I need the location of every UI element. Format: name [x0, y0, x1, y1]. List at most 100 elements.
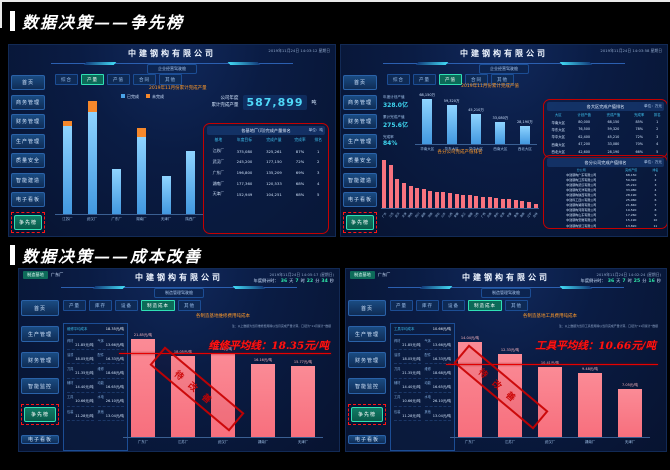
x-axis-labels: 江苏厂 武汉厂 广东厂 湖南厂 天津厂 陕西厂	[55, 215, 203, 226]
bar-group	[401, 157, 408, 208]
bar-group	[434, 157, 441, 208]
sidebar-item[interactable]: 首页	[348, 300, 386, 316]
cell-rate: 70%	[635, 142, 644, 147]
bar-value-label: 10.41元/吨	[541, 361, 559, 366]
cell-rank: 7	[654, 203, 657, 208]
sidebar-item[interactable]: 商务管理	[343, 94, 377, 110]
sidebar-item[interactable]: 财务管理	[348, 352, 386, 368]
base-name[interactable]: 广东厂	[50, 272, 64, 277]
cost-item-label: 辅材	[394, 381, 401, 386]
sidebar-item[interactable]: 首页	[343, 75, 377, 90]
base-tab[interactable]: 制造基地	[350, 271, 375, 279]
tab-output[interactable]: 产量	[81, 74, 104, 85]
sidebar-item-ranking[interactable]: 争先榜	[14, 214, 42, 230]
header-decoration	[387, 283, 625, 288]
data-caliber-note: 注：以上数据为当月工具费用除以当月完成产量计算，口径为“11月累计”数据	[558, 324, 658, 328]
tab-cost[interactable]: 制造成本	[468, 300, 502, 311]
base-selector: 制造基地 广东厂	[350, 271, 390, 279]
tab-output[interactable]: 产量	[63, 300, 86, 311]
bar-group	[104, 101, 129, 214]
tab-stock[interactable]: 库存	[89, 300, 112, 311]
cost-item-label: 配件	[424, 352, 431, 357]
x-axis-label: 西北大区	[517, 146, 532, 151]
tab-contract[interactable]: 合同	[465, 74, 488, 85]
tab-output[interactable]: 产量	[413, 74, 436, 85]
cost-item: 配件 16.33元/吨	[424, 350, 451, 365]
sidebar-item-ranking[interactable]: 争先榜	[346, 214, 374, 230]
sidebar-item[interactable]: 商务管理	[11, 94, 45, 110]
tab-overview[interactable]: 综合	[387, 74, 410, 85]
sidebar-item[interactable]: 电子看板	[343, 192, 377, 207]
stat-label: 年度计划产值	[383, 95, 405, 99]
cost-item-value: 11.28元/吨	[402, 413, 421, 418]
sidebar-item[interactable]: 财务管理	[343, 114, 377, 129]
sidebar-item[interactable]: 生产管理	[348, 326, 386, 342]
sidebar-item-ranking[interactable]: 争先榜	[24, 407, 56, 422]
sidebar-item[interactable]: 电子看板	[11, 192, 45, 207]
table-row: 广东厂 196,800 135,209 69% 3	[207, 167, 325, 178]
col-header: 完成产值	[606, 113, 621, 118]
tab-other[interactable]: 其他	[491, 74, 514, 85]
chart-plot	[381, 157, 539, 209]
x-axis-label: 甘肃	[499, 211, 507, 218]
cost-item: 其他 13.04元/吨	[97, 407, 124, 422]
sidebar-item[interactable]: 智能监控	[348, 378, 386, 394]
cost-item-value: 11.28元/吨	[75, 413, 94, 418]
tab-value[interactable]: 产值	[107, 74, 130, 85]
tab-stock[interactable]: 库存	[416, 300, 439, 311]
x-axis-label: 湖南厂	[584, 439, 596, 444]
tab-other[interactable]: 其他	[159, 74, 182, 85]
cell-value: 19,520	[625, 208, 637, 213]
sidebar-item[interactable]: 生产管理	[11, 133, 45, 149]
tab-value[interactable]: 产值	[439, 74, 462, 85]
tab-other[interactable]: 其他	[178, 300, 201, 311]
cell-value: 25,060	[625, 198, 637, 203]
tab-cost[interactable]: 制造成本	[141, 300, 175, 311]
sidebar-item[interactable]: 财务管理	[11, 114, 45, 129]
base-name[interactable]: 广东厂	[377, 272, 391, 277]
stat-block: 累计完成产值 275.6亿	[383, 115, 413, 129]
tab-equipment[interactable]: 设备	[442, 300, 465, 311]
cost-item-value: 21.85元/吨	[402, 342, 421, 347]
cost-item-value: 10.66元/吨	[402, 399, 421, 404]
sidebar-item-board[interactable]: 电子看板	[348, 435, 386, 444]
sidebar-item[interactable]: 质量安全	[11, 153, 45, 168]
cell-rank: 3	[656, 134, 659, 139]
summary-label-2: 累计完成产量	[211, 102, 239, 108]
sidebar-item[interactable]: 智能建造	[11, 172, 45, 188]
sidebar-item[interactable]: 首页	[21, 300, 59, 316]
sidebar-highlight-box: 争先榜	[343, 211, 377, 233]
bar-group	[154, 101, 179, 214]
countdown-hours: 7	[295, 278, 299, 284]
bar-value-label: 16.16元/吨	[253, 358, 273, 363]
tab-other[interactable]: 其他	[505, 300, 528, 311]
unit-minutes: 分	[642, 278, 647, 283]
sidebar-item[interactable]: 智能建造	[343, 172, 377, 188]
sidebar-item[interactable]: 质量安全	[343, 153, 377, 168]
tab-contract[interactable]: 合同	[133, 74, 156, 85]
bar-group	[486, 157, 493, 208]
bar-segment-secondary	[136, 128, 146, 138]
tab-equipment[interactable]: 设备	[115, 300, 138, 311]
sidebar-item-ranking[interactable]: 争先榜	[351, 407, 383, 422]
chart-legend: 已完成 未完成	[121, 94, 164, 100]
tab-overview[interactable]: 综合	[55, 74, 78, 85]
cost-item-label: 焊材	[67, 338, 74, 343]
bar-group: 14.04元/吨	[450, 329, 490, 437]
cell-branch: 中建钢构山东有限公司	[566, 213, 597, 218]
summary-unit: 吨	[311, 100, 317, 106]
cell-value: 59,320	[625, 177, 637, 182]
tab-output[interactable]: 产量	[390, 300, 413, 311]
sidebar-item[interactable]: 生产管理	[343, 133, 377, 149]
base-tab[interactable]: 制造基地	[23, 271, 48, 279]
sidebar-item[interactable]: 首页	[11, 75, 45, 90]
title-marker-bar	[10, 11, 15, 31]
sidebar-item[interactable]: 智能监控	[21, 378, 59, 394]
bar	[131, 338, 155, 437]
cost-item-value: 16.33元/吨	[105, 356, 124, 361]
x-axis-labels: 广东厂 江苏厂 武汉厂 湖南厂 天津厂	[123, 438, 323, 449]
sidebar-item[interactable]: 生产管理	[21, 326, 59, 342]
sidebar-item-board[interactable]: 电子看板	[21, 435, 59, 444]
cost-item-value: 18.68元/吨	[105, 370, 124, 375]
sidebar-item[interactable]: 财务管理	[21, 352, 59, 368]
